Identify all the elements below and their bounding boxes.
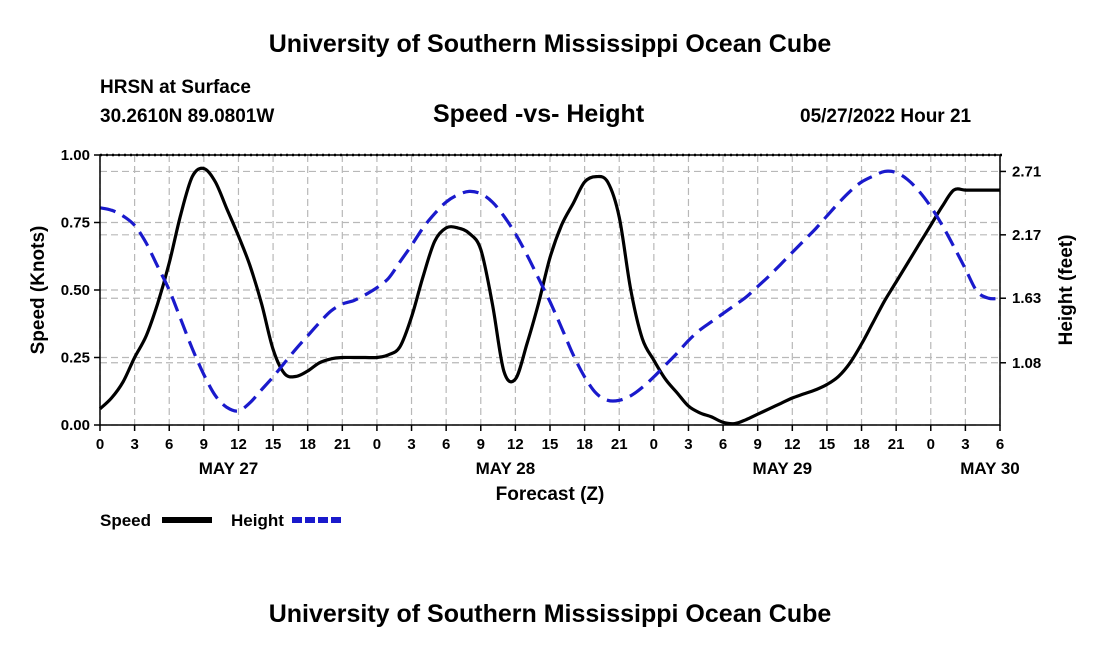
- y2-tick-label: 2.17: [1012, 227, 1041, 244]
- station-label: HRSN at Surface: [100, 77, 251, 98]
- legend-label-height: Height: [231, 511, 284, 530]
- y-tick-label: 0.75: [61, 215, 90, 232]
- y-tick-label: 0.25: [61, 350, 90, 367]
- x-tick-label: 3: [684, 436, 692, 453]
- forecast-datetime: 05/27/2022 Hour 21: [800, 106, 972, 127]
- x-tick-label: 18: [299, 436, 316, 453]
- legend-label-speed: Speed: [100, 511, 151, 530]
- x-axis-title: Forecast (Z): [496, 484, 605, 505]
- x-tick-label: 12: [230, 436, 247, 453]
- x-tick-label: 15: [265, 436, 282, 453]
- y-tick-label: 0.50: [61, 282, 90, 299]
- y-tick-label: 1.00: [61, 147, 90, 164]
- x-tick-label: 0: [373, 436, 381, 453]
- y-tick-label: 0.00: [61, 417, 90, 434]
- x-tick-label: 15: [542, 436, 559, 453]
- footer-title: University of Southern Mississippi Ocean…: [268, 600, 832, 628]
- x-tick-label: 9: [200, 436, 208, 453]
- date-label: MAY 30: [960, 459, 1020, 478]
- x-tick-label: 9: [754, 436, 762, 453]
- x-tick-label: 6: [442, 436, 450, 453]
- x-tick-label: 12: [784, 436, 801, 453]
- x-tick-label: 6: [996, 436, 1004, 453]
- date-label: MAY 28: [476, 459, 536, 478]
- x-tick-label: 21: [611, 436, 628, 453]
- x-tick-label: 21: [334, 436, 351, 453]
- date-label: MAY 27: [199, 459, 259, 478]
- x-tick-label: 9: [477, 436, 485, 453]
- y2-tick-label: 1.63: [1012, 290, 1041, 307]
- series-group: [98, 166, 1001, 426]
- x-tick-label: 0: [927, 436, 935, 453]
- y2-tick-label: 1.08: [1012, 355, 1041, 372]
- chart-title: University of Southern Mississippi Ocean…: [268, 30, 832, 58]
- x-tick-label: 15: [819, 436, 836, 453]
- x-tick-label: 3: [961, 436, 969, 453]
- x-tick-label: 18: [576, 436, 593, 453]
- x-tick-label: 0: [96, 436, 104, 453]
- y-axis-right: 1.08 1.63 2.17 2.71: [1000, 163, 1041, 372]
- coordinates-label: 30.2610N 89.0801W: [100, 106, 275, 127]
- grid-lines: [99, 153, 1002, 426]
- x-tick-label: 21: [888, 436, 905, 453]
- y-axis-title: Speed (Knots): [28, 226, 49, 355]
- x-tick-label: 6: [165, 436, 173, 453]
- y2-tick-label: 2.71: [1012, 163, 1041, 180]
- legend: Speed Height: [100, 511, 342, 530]
- y2-axis-title: Height (feet): [1056, 235, 1077, 346]
- x-tick-label: 0: [650, 436, 658, 453]
- x-tick-label: 3: [130, 436, 138, 453]
- chart-subtitle: Speed -vs- Height: [433, 100, 645, 128]
- x-tick-label: 12: [507, 436, 524, 453]
- x-tick-label: 6: [719, 436, 727, 453]
- x-tick-label: 3: [407, 436, 415, 453]
- x-tick-label: 18: [853, 436, 870, 453]
- series-height-line: [99, 169, 1001, 413]
- y-axis-left: 0.00 0.25 0.50 0.75 1.00: [61, 147, 100, 434]
- date-label: MAY 29: [753, 459, 813, 478]
- series-speed-line: [98, 166, 1000, 426]
- x-axis: 0 3 6 9 12 15 18 21 0 3 6 9 12 15 18 21 0 3 6 9 12 15 18 21 0 3 6 M…: [96, 425, 1020, 478]
